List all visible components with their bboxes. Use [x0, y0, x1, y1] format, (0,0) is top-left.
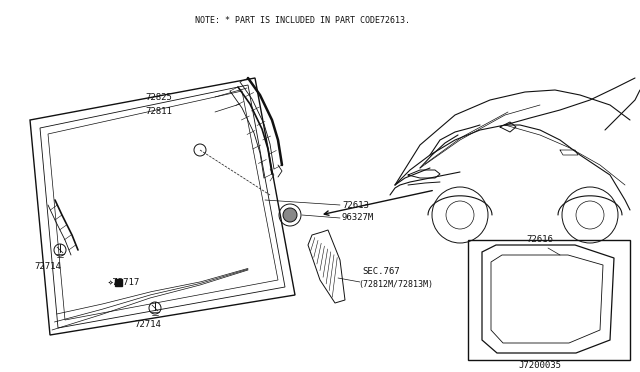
- Text: 72616: 72616: [527, 235, 554, 244]
- Text: (72812M/72813M): (72812M/72813M): [358, 280, 433, 289]
- Text: J7200035: J7200035: [518, 361, 561, 370]
- Text: 96327M: 96327M: [342, 214, 374, 222]
- Text: 72811: 72811: [145, 108, 172, 116]
- Circle shape: [283, 208, 297, 222]
- Bar: [115, 279, 122, 286]
- Text: NOTE: * PART IS INCLUDED IN PART CODE72613.: NOTE: * PART IS INCLUDED IN PART CODE726…: [195, 16, 410, 25]
- Text: 72613: 72613: [342, 201, 369, 209]
- Text: 72714: 72714: [35, 262, 61, 271]
- Text: ✧72717: ✧72717: [108, 278, 140, 286]
- Text: 72825: 72825: [145, 93, 172, 102]
- Text: 72714: 72714: [134, 320, 161, 329]
- Bar: [468, 240, 630, 360]
- Text: SEC.767: SEC.767: [362, 267, 399, 276]
